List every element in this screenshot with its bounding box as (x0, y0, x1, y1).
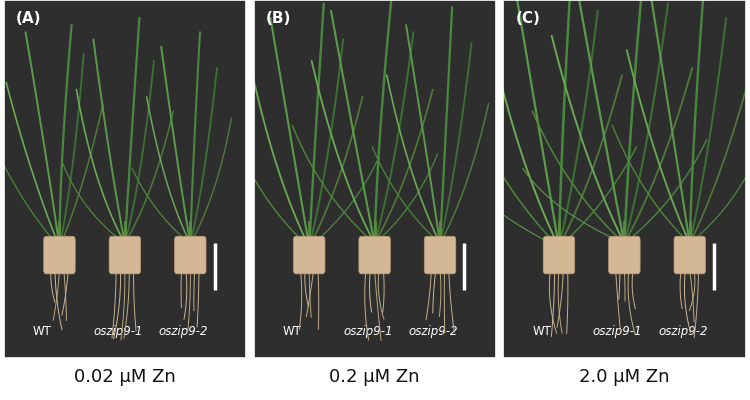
Text: oszip9-1: oszip9-1 (94, 325, 143, 338)
FancyBboxPatch shape (359, 236, 390, 274)
Text: (B): (B) (266, 11, 291, 26)
Text: 0.2 μM Zn: 0.2 μM Zn (329, 368, 420, 386)
FancyBboxPatch shape (175, 236, 206, 274)
FancyBboxPatch shape (110, 236, 140, 274)
Text: WT: WT (283, 325, 302, 338)
Text: oszip9-1: oszip9-1 (593, 325, 643, 338)
FancyBboxPatch shape (674, 236, 706, 274)
Text: 0.02 μM Zn: 0.02 μM Zn (74, 368, 176, 386)
Text: WT: WT (532, 325, 551, 338)
Text: oszip9-2: oszip9-2 (658, 325, 708, 338)
Text: oszip9-1: oszip9-1 (344, 325, 393, 338)
Text: (A): (A) (16, 11, 41, 26)
FancyBboxPatch shape (543, 236, 574, 274)
Text: oszip9-2: oszip9-2 (409, 325, 458, 338)
FancyBboxPatch shape (609, 236, 640, 274)
Text: (C): (C) (515, 11, 540, 26)
FancyBboxPatch shape (44, 236, 75, 274)
FancyBboxPatch shape (424, 236, 456, 274)
Text: 2.0 μM Zn: 2.0 μM Zn (579, 368, 670, 386)
Text: oszip9-2: oszip9-2 (159, 325, 209, 338)
Text: WT: WT (33, 325, 52, 338)
FancyBboxPatch shape (293, 236, 325, 274)
